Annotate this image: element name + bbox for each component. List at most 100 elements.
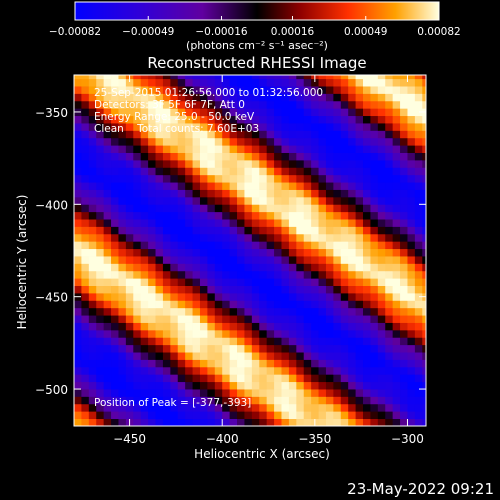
heatmap-cell	[407, 78, 416, 87]
heatmap-cell	[111, 322, 119, 331]
heatmap-cell	[377, 123, 386, 131]
heatmap-cell	[303, 403, 312, 412]
heatmap-cell	[155, 130, 164, 139]
chart-title: Reconstructed RHESSI Image	[147, 54, 366, 72]
heatmap-cell	[259, 307, 268, 316]
heatmap-cell	[370, 344, 379, 353]
heatmap-cell	[192, 159, 201, 168]
heatmap-cell	[103, 78, 112, 87]
heatmap-cell	[133, 204, 142, 213]
heatmap-cell	[96, 278, 105, 286]
heatmap-cell	[348, 329, 356, 338]
heatmap-cell	[118, 219, 127, 227]
heatmap-cell	[400, 366, 408, 375]
heatmap-cell	[155, 93, 164, 102]
heatmap-cell	[288, 189, 297, 198]
heatmap-cell	[81, 337, 90, 346]
heatmap-cell	[407, 366, 416, 375]
heatmap-cell	[207, 418, 216, 426]
heatmap-cell	[74, 322, 82, 331]
heatmap-cell	[222, 418, 231, 426]
heatmap-cell	[207, 130, 216, 139]
heatmap-cell	[296, 219, 305, 227]
heatmap-cell	[96, 292, 105, 301]
heatmap-cell	[251, 241, 260, 250]
heatmap-cell	[118, 167, 127, 176]
heatmap-cell	[133, 130, 142, 139]
heatmap-cell	[274, 145, 282, 153]
heatmap-cell	[133, 352, 142, 360]
heatmap-cell	[266, 359, 275, 368]
heatmap-cell	[111, 182, 119, 190]
heatmap-cell	[370, 418, 379, 426]
heatmap-cell	[133, 137, 142, 146]
heatmap-cell	[148, 418, 156, 426]
heatmap-cell	[355, 315, 364, 323]
heatmap-cell	[199, 241, 208, 250]
heatmap-cell	[155, 344, 164, 353]
heatmap-cell	[325, 182, 334, 190]
heatmap-cell	[214, 374, 223, 383]
heatmap-cell	[81, 182, 90, 190]
heatmap-cell	[392, 278, 401, 286]
heatmap-cell	[229, 337, 238, 346]
heatmap-cell	[422, 204, 426, 213]
heatmap-cell	[288, 93, 297, 102]
heatmap-cell	[251, 145, 260, 153]
heatmap-cell	[170, 300, 179, 309]
heatmap-cell	[177, 337, 186, 346]
heatmap-cell	[363, 75, 371, 80]
heatmap-cell	[81, 108, 90, 117]
heatmap-cell	[377, 86, 386, 94]
heatmap-cell	[296, 374, 305, 383]
heatmap-cell	[407, 204, 416, 213]
heatmap-cell	[222, 411, 231, 420]
heatmap-cell	[244, 315, 253, 323]
heatmap-cell	[400, 322, 408, 331]
heatmap-cell	[422, 196, 426, 205]
heatmap-cell	[348, 137, 356, 146]
heatmap-cell	[318, 174, 327, 183]
heatmap-cell	[103, 233, 112, 242]
heatmap-cell	[288, 204, 297, 213]
heatmap-cell	[340, 182, 349, 190]
heatmap-cell	[303, 130, 312, 139]
heatmap-cell	[133, 359, 142, 368]
heatmap-cell	[125, 248, 134, 257]
heatmap-cell	[333, 278, 342, 286]
heatmap-cell	[392, 307, 401, 316]
heatmap-cell	[214, 396, 223, 405]
heatmap-cell	[244, 86, 253, 94]
heatmap-cell	[296, 233, 305, 242]
heatmap-cell	[318, 352, 327, 360]
heatmap-cell	[422, 418, 426, 426]
heatmap-cell	[222, 174, 231, 183]
heatmap-cell	[303, 285, 312, 294]
heatmap-cell	[133, 226, 142, 235]
heatmap-cell	[370, 241, 379, 250]
heatmap-cell	[259, 418, 268, 426]
heatmap-cell	[103, 359, 112, 368]
heatmap-cell	[340, 396, 349, 405]
heatmap-cell	[400, 418, 408, 426]
heatmap-cell	[155, 159, 164, 168]
heatmap-cell	[274, 211, 282, 220]
heatmap-cell	[140, 182, 149, 190]
heatmap-cell	[340, 226, 349, 235]
heatmap-cell	[251, 403, 260, 412]
heatmap-cell	[288, 300, 297, 309]
heatmap-cell	[251, 75, 260, 80]
heatmap-cell	[199, 418, 208, 426]
heatmap-cell	[103, 196, 112, 205]
heatmap-cell	[385, 182, 394, 190]
heatmap-cell	[96, 219, 105, 227]
heatmap-cell	[103, 137, 112, 146]
heatmap-cell	[185, 381, 193, 390]
heatmap-cell	[244, 418, 253, 426]
heatmap-cell	[318, 189, 327, 198]
heatmap-cell	[385, 315, 394, 323]
heatmap-cell	[88, 307, 97, 316]
heatmap-cell	[318, 241, 327, 250]
heatmap-cell	[422, 315, 426, 323]
heatmap-cell	[407, 359, 416, 368]
